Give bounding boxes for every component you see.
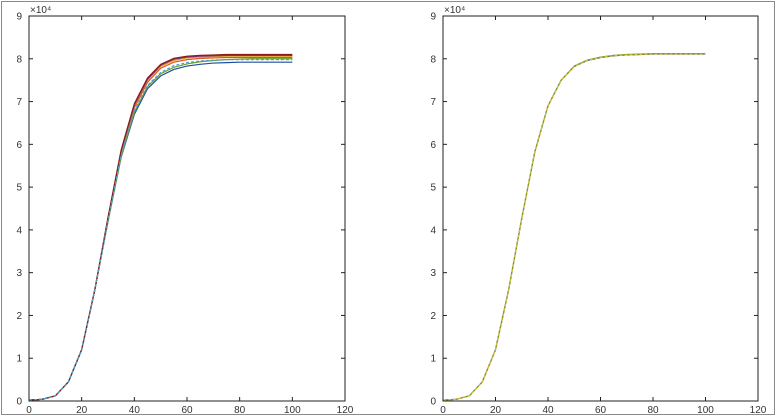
y-tick-label: 2 <box>430 311 436 322</box>
y-tick-label: 5 <box>16 183 22 194</box>
y-multiplier-label: ×10⁴ <box>444 5 465 16</box>
series-line-5 <box>29 58 293 401</box>
y-tick-label: 2 <box>16 311 22 322</box>
y-tick-label: 0 <box>16 397 22 408</box>
y-tick-label: 6 <box>430 140 436 151</box>
x-tick-label: 120 <box>750 405 767 416</box>
y-tick-label: 0 <box>430 397 436 408</box>
series-group <box>443 53 706 401</box>
y-tick-label: 4 <box>16 225 22 236</box>
x-tick-label: 80 <box>647 405 659 416</box>
y-tick-label: 5 <box>430 183 436 194</box>
chart-panel-2: 0 20 40 60 80 100 120 0 1 2 3 4 5 6 7 8 9 ×10⁴ <box>430 5 766 416</box>
x-tick-label: 100 <box>697 405 714 416</box>
series-line-1 <box>443 53 706 401</box>
series-line-1 <box>29 61 293 401</box>
y-tick-label: 9 <box>430 12 436 23</box>
y-tick-label: 3 <box>16 268 22 279</box>
axes-box <box>28 15 346 402</box>
series-line-2 <box>443 53 706 401</box>
x-tick-label: 80 <box>234 405 246 416</box>
y-tick-label: 7 <box>430 97 436 108</box>
y-tick-label: 7 <box>16 97 22 108</box>
x-tick-label: 40 <box>129 405 141 416</box>
chart-panel-1: 0 20 40 60 80 100 120 0 1 2 3 4 5 6 7 8 9 ×10⁴ <box>16 5 353 416</box>
series-line-6 <box>29 53 293 401</box>
series-line-3 <box>29 55 293 401</box>
axes-box <box>442 15 759 402</box>
x-tick-label: 100 <box>284 405 301 416</box>
y-tick-label: 4 <box>430 225 436 236</box>
x-tick-label: 120 <box>337 405 354 416</box>
series-line-4 <box>29 54 293 401</box>
y-tick-label: 1 <box>430 354 436 365</box>
y-tick-label: 6 <box>16 140 22 151</box>
x-tick-label: 40 <box>542 405 554 416</box>
series-line-3 <box>443 53 706 401</box>
series-group <box>29 53 293 401</box>
y-multiplier-label: ×10⁴ <box>30 5 51 16</box>
y-tick-label: 8 <box>16 54 22 65</box>
x-tick-label: 60 <box>595 405 607 416</box>
y-tick-label: 3 <box>430 268 436 279</box>
x-tick-label: 20 <box>76 405 88 416</box>
y-tick-label: 1 <box>16 354 22 365</box>
series-line-2 <box>29 56 293 401</box>
x-tick-label: 60 <box>181 405 193 416</box>
y-tick-label: 8 <box>430 54 436 65</box>
x-tick-label: 20 <box>490 405 502 416</box>
y-tick-label: 9 <box>16 12 22 23</box>
series-line-7 <box>29 59 293 401</box>
x-tick-label: 0 <box>26 405 32 416</box>
x-tick-label: 0 <box>440 405 446 416</box>
